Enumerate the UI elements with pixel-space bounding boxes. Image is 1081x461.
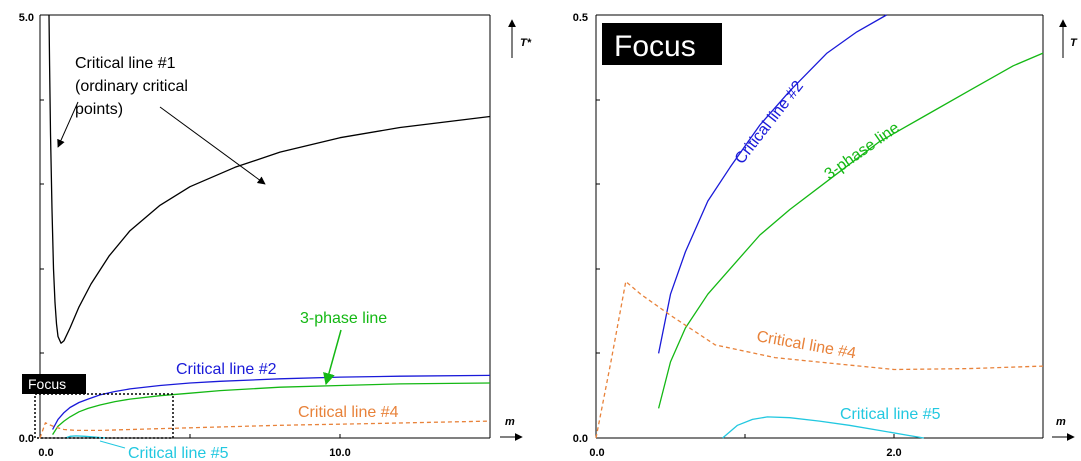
main-anno-c1-line2: (ordinary critical [75,78,188,95]
main-anno-c1-line3: points) [75,101,123,118]
main-xtick-mid: 10.0 [329,447,350,459]
main-series-layer [39,14,491,439]
main-anno-c1-arrow-left [57,101,79,148]
main-series-c1 [48,14,491,344]
main-xtick-left: 0.0 [38,447,53,459]
main-anno-c5-pointer [99,440,126,449]
main-y-label: T* [520,37,532,49]
main-anno-c1-line1: Critical line #1 [75,55,176,72]
focus-xtick-mid: 2.0 [886,447,901,459]
main-series-c5 [65,435,107,439]
focus-anno-c5: Critical line #5 [840,406,941,423]
focus-xtick-left: 0.0 [589,447,604,459]
main-x-label: m [505,416,515,428]
main-focus-box [34,393,174,439]
main-focus-label-bg [22,374,86,394]
main-y-minor-ticks [40,99,44,354]
main-series-tp [52,382,491,435]
main-anno-c4: Critical line #4 [298,404,399,421]
main-x-minor-ticks [189,434,341,438]
main-anno-c5: Critical line #5 [128,445,229,461]
focus-series-layer [595,14,1044,439]
main-series-c4 [39,420,491,439]
main-anno-c2: Critical line #2 [176,361,277,378]
main-focus-label: Focus [28,376,66,392]
main-ytick-bottom: 0.0 [19,433,34,445]
focus-y-minor-ticks [596,99,600,354]
main-anno-three-phase: 3-phase line [300,310,387,327]
focus-ytick-bottom: 0.0 [573,433,588,445]
focus-title: Focus [614,30,696,63]
focus-series-c5 [722,416,924,439]
focus-anno-three-phase: 3-phase line [822,119,903,183]
focus-y-label: T [1070,37,1078,49]
focus-series-tp [657,52,1044,409]
focus-series-c2 [657,14,887,354]
focus-x-minor-ticks [744,434,895,438]
focus-title-bg [602,23,722,65]
main-anno-three-phase-arrow [323,329,342,386]
focus-anno-c2: Critical line #2 [732,78,807,168]
main-panel: 5.0 0.0 0.0 10.0 T* m Focus Critical lin… [19,12,532,461]
main-anno-c1-arrow-right [159,106,266,185]
focus-series-c4 [595,280,1044,439]
main-series-c2 [52,374,491,430]
main-ytick-top: 5.0 [19,12,34,24]
focus-x-label: m [1056,416,1066,428]
focus-panel: 0.5 0.0 0.0 2.0 T m Focus Critical line … [573,12,1078,459]
focus-ytick-top: 0.5 [573,12,588,24]
